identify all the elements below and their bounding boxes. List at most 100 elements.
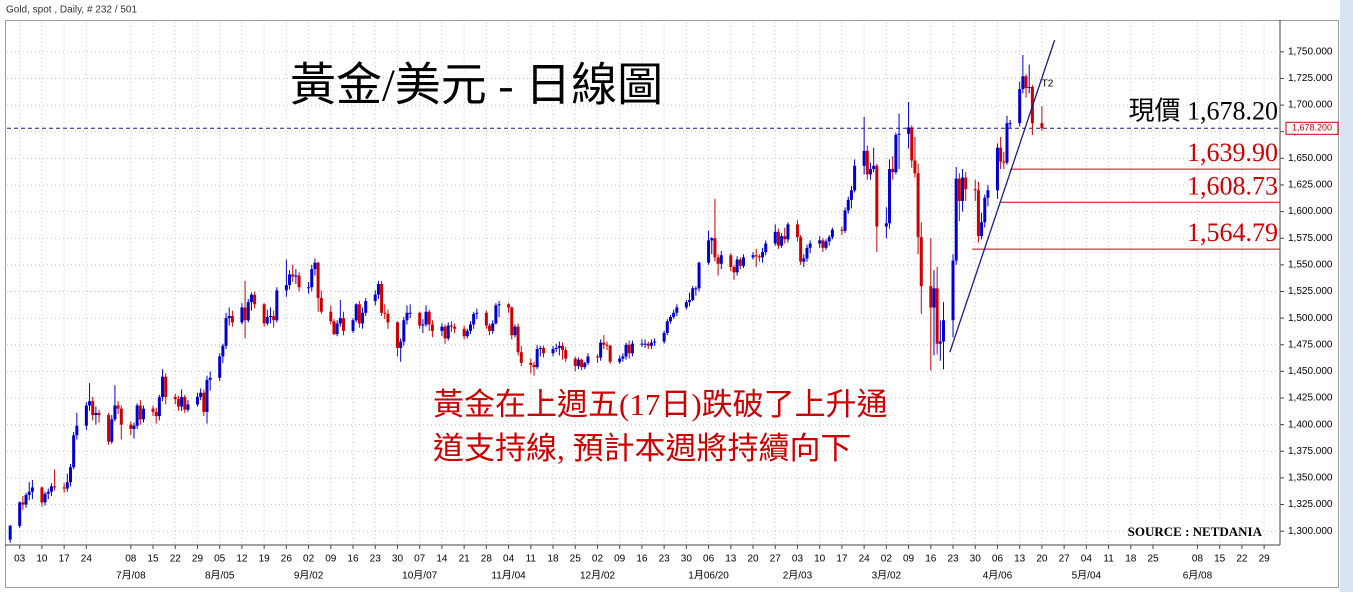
candle-body [186,404,190,410]
candle-body [773,231,777,244]
month-label: 12月/02 [580,570,615,582]
candle-body [621,356,625,359]
candle-body [941,320,945,342]
candle-body [653,341,657,343]
candle-body [691,288,695,301]
candle-body [405,312,409,321]
candle-body [288,274,292,286]
candle-body [329,311,333,322]
y-tick-label: 1,400.000 [1288,419,1333,430]
x-tick-label: 06 [992,554,1004,565]
candle-body [716,257,720,264]
x-tick-label: 19 [259,554,271,565]
candle-body [757,256,761,258]
candle-body [338,318,342,324]
current-price-box [1285,121,1339,135]
candle-body [973,189,977,191]
candle-body [821,240,825,248]
chart-title: 黃金/美元 - 日線圖 [290,60,663,111]
candle-body [684,302,688,308]
candle-body [199,392,203,397]
candle-body [961,177,965,201]
candle-body [243,307,247,321]
candle-body [824,241,828,248]
candle-body [583,362,587,368]
candle-body [468,324,472,331]
candle-body [780,236,784,246]
current-price-label: 現價 1,678.20 [1128,96,1278,125]
candle-body [94,412,98,416]
x-tick-label: 02 [592,554,604,565]
candle-body [135,405,139,426]
candle-body [605,344,609,346]
candle-body [142,408,146,420]
candle-body [424,311,428,325]
candle-body [46,491,50,494]
candle-body [630,343,634,354]
x-tick-label: 28 [481,554,493,565]
candle-body [710,238,714,241]
chart-header: Gold, spot , Daily, # 232 / 501 [6,5,137,16]
x-tick-label: 14 [436,554,448,565]
candle-body [649,342,653,346]
candle-body [573,358,577,367]
candle-body [529,362,533,365]
candle-body [376,284,380,295]
candle-body [157,396,161,417]
y-tick-label: 1,575.000 [1288,233,1333,244]
candle-body [672,312,676,318]
candle-body [907,127,911,134]
candle-body [741,257,745,266]
candle-body [332,321,336,335]
candle-body [507,304,511,308]
candle-body [818,240,822,244]
candle-body [595,356,599,358]
candle-body [795,224,799,238]
candle-body [62,487,66,489]
x-tick-label: 04 [503,554,515,565]
candle-body [554,347,558,350]
y-tick-label: 1,450.000 [1288,366,1333,377]
x-tick-label: 23 [370,554,382,565]
candle-body [580,359,584,368]
candle-body [542,347,546,354]
candle-body [221,345,225,357]
trend-line-label: T2 [1042,79,1054,90]
candle-body [627,344,631,354]
candle-body [173,396,177,400]
candle-body [884,223,888,227]
x-tick-label: 21 [459,554,471,565]
x-tick-label: 30 [392,554,404,565]
candle-body [132,425,136,429]
x-tick-label: 05 [214,554,226,565]
support-level-label: 1,564.79 [1187,218,1278,247]
candle-body [951,260,955,321]
x-tick-label: 02 [303,554,315,565]
candle-body [465,330,469,337]
candle-body [275,290,279,321]
candle-body [208,377,212,380]
candle-body [195,396,199,405]
y-tick-label: 1,750.000 [1288,46,1333,57]
month-label: 11月/04 [491,570,526,582]
candle-body [202,392,206,412]
candle-body [161,376,165,397]
candle-body [840,229,844,231]
candle-body [319,297,323,312]
x-tick-label: 20 [747,554,759,565]
y-tick-label: 1,625.000 [1288,180,1333,191]
candle-body [357,304,361,324]
x-tick-label: 16 [925,554,937,565]
candle-body [351,320,355,331]
candle-body [538,347,542,350]
candle-body [618,358,622,362]
candle-body [665,321,669,334]
candle-body [754,255,758,257]
x-tick-label: 10 [814,554,826,565]
candle-body [510,307,514,336]
candle-body [894,134,898,173]
month-label: 4月/06 [983,570,1013,582]
candle-body [373,294,377,302]
